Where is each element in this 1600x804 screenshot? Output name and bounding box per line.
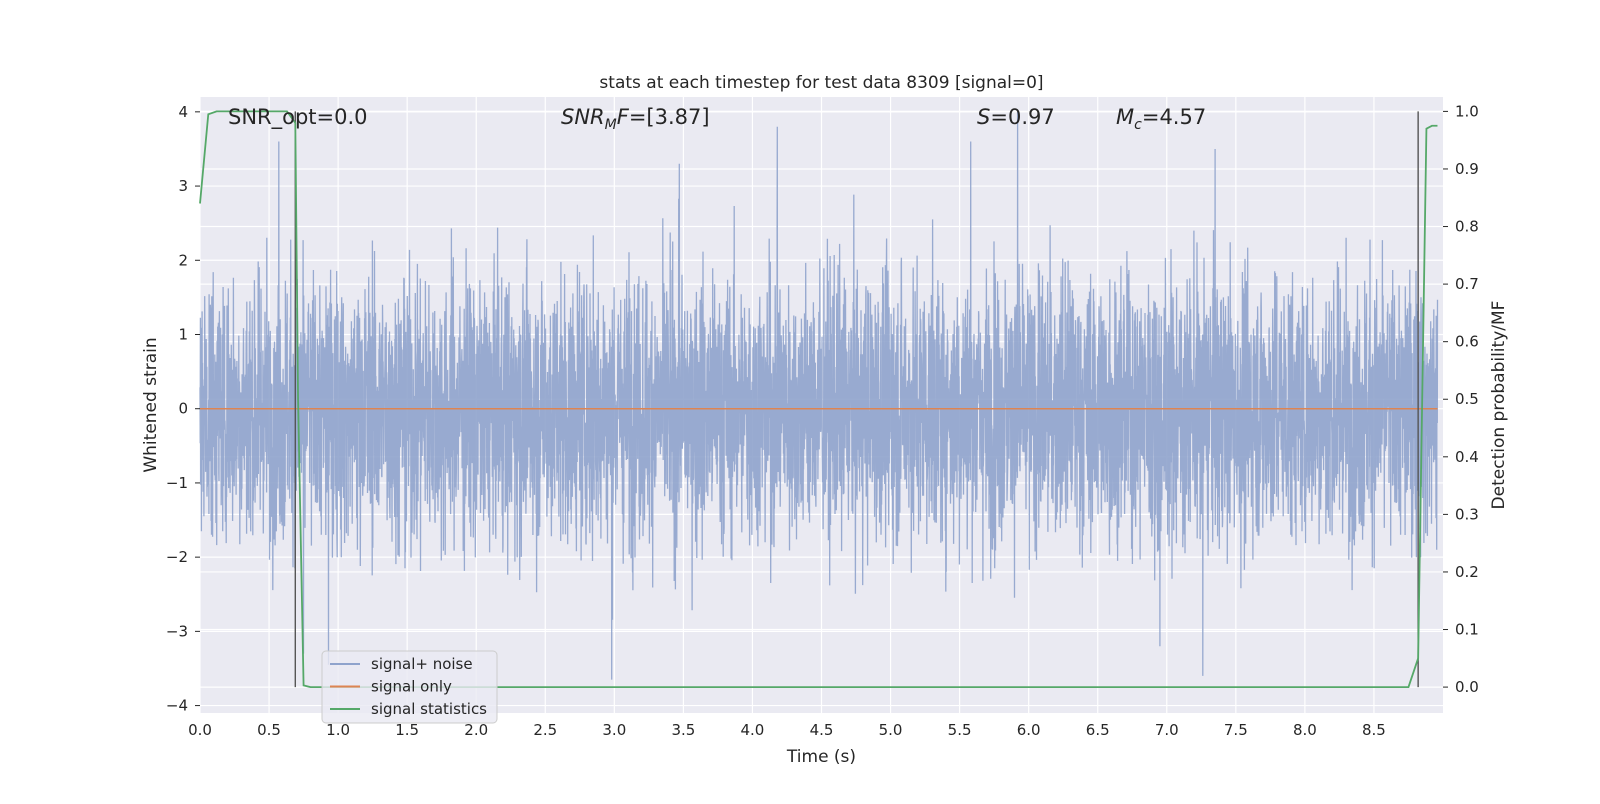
y-tick-label: −3: [166, 622, 188, 640]
annotation-snr-mf: SNRMF=[3.87]: [561, 105, 710, 133]
y-tick-label: −1: [166, 474, 188, 492]
x-tick-label: 2.0: [464, 721, 488, 739]
annotation-chirp-mass: Mc=4.57: [1116, 105, 1206, 133]
series-signal-noise: [199, 111, 1439, 680]
x-tick-label: 7.0: [1155, 721, 1179, 739]
y-tick-label: 2: [178, 251, 188, 269]
y2-tick-label: 1.0: [1455, 102, 1479, 120]
x-tick-label: 3.5: [671, 721, 695, 739]
y2-tick-label: 0.7: [1455, 275, 1479, 293]
x-tick-label: 3.0: [602, 721, 626, 739]
y2-tick-label: 0.9: [1455, 160, 1479, 178]
y-tick-label: 0: [178, 400, 188, 418]
y-axis-label: Whitened strain: [141, 337, 161, 472]
y2-axis-ticks: 1.0 0.9 0.8 0.7 0.6 0.5 0.4 0.3 0.2 0.1 0.0: [1443, 102, 1479, 696]
signal-statistics-line: [199, 110, 1438, 688]
x-tick-label: 0.0: [188, 721, 212, 739]
x-axis-label: Time (s): [786, 747, 856, 767]
x-axis-ticks: 0.0 0.5 1.0 1.5 2.0 2.5 3.0 3.5 4.0 4.5 5.0 5.5 6.0 6…: [188, 721, 1386, 739]
annotation-snr-opt: SNR_opt=0.0: [228, 105, 368, 130]
y-tick-label: −2: [166, 548, 188, 566]
y2-tick-label: 0.8: [1455, 218, 1479, 236]
x-tick-label: 6.0: [1017, 721, 1041, 739]
legend-label: signal statistics: [371, 700, 487, 718]
annotation-s-stat: S=0.97: [977, 105, 1055, 129]
x-tick-label: 4.0: [741, 721, 765, 739]
y-tick-label: −4: [166, 697, 188, 715]
x-tick-label: 4.5: [810, 721, 834, 739]
x-tick-label: 8.0: [1293, 721, 1317, 739]
y-axis-ticks: 4 3 2 1 0 −1 −2 −3 −4: [166, 103, 200, 715]
x-tick-label: 2.5: [533, 721, 557, 739]
series-signal-statistics: [199, 110, 1438, 688]
y-tick-label: 4: [178, 103, 188, 121]
y2-tick-label: 0.4: [1455, 448, 1479, 466]
y2-tick-label: 0.3: [1455, 505, 1479, 523]
y2-tick-label: 0.2: [1455, 563, 1479, 581]
y2-tick-label: 0.6: [1455, 333, 1479, 351]
x-tick-label: 1.5: [395, 721, 419, 739]
legend-box: [321, 650, 498, 724]
x-tick-label: 7.5: [1224, 721, 1248, 739]
legend: signal+ noise signal only signal statistic…: [321, 650, 498, 724]
y2-tick-label: 0.5: [1455, 390, 1479, 408]
legend-label: signal+ noise: [371, 655, 473, 673]
y2-tick-label: 0.0: [1455, 678, 1479, 696]
y2-axis-label: Detection probability/MF: [1489, 301, 1509, 510]
x-tick-label: 6.5: [1086, 721, 1110, 739]
x-tick-label: 5.5: [948, 721, 972, 739]
y-tick-label: 3: [178, 177, 188, 195]
x-tick-label: 0.5: [257, 721, 281, 739]
chart-title: stats at each timestep for test data 830…: [599, 73, 1043, 93]
x-tick-label: 5.0: [879, 721, 903, 739]
y-tick-label: 1: [178, 325, 188, 343]
y2-tick-label: 0.1: [1455, 621, 1479, 639]
noise-line: [199, 111, 1439, 680]
legend-label: signal only: [371, 678, 452, 696]
x-tick-label: 8.5: [1362, 721, 1386, 739]
x-tick-label: 1.0: [326, 721, 350, 739]
